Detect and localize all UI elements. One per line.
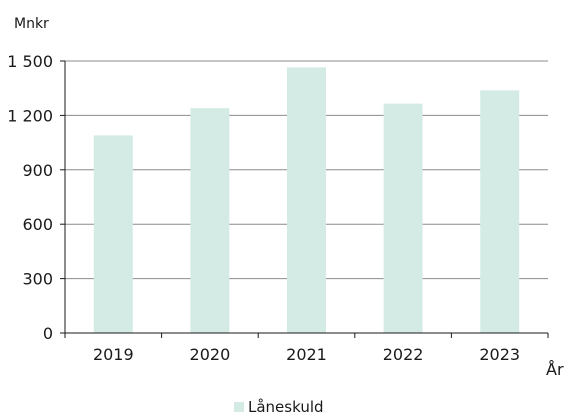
x-tick-label-2021: 2021 xyxy=(286,345,327,364)
bar-2021 xyxy=(287,67,326,333)
legend: Låneskuld xyxy=(234,398,324,415)
y-tick-label-1500: 1 500 xyxy=(7,52,53,71)
legend-label: Låneskuld xyxy=(248,398,324,415)
bar-2020 xyxy=(190,108,230,333)
legend-swatch xyxy=(234,402,244,412)
x-axis-label: År xyxy=(546,360,564,379)
x-tick-label-2020: 2020 xyxy=(190,345,231,364)
bar-2022 xyxy=(383,103,423,333)
y-tick-label-600: 600 xyxy=(22,215,53,234)
bars xyxy=(93,67,520,333)
x-tick-label-2022: 2022 xyxy=(383,345,424,364)
y-tick-label-900: 900 xyxy=(22,161,53,180)
bar-2019 xyxy=(93,135,133,333)
y-axis-unit-label: Mnkr xyxy=(14,16,49,32)
y-tick-label-300: 300 xyxy=(22,270,53,289)
y-tick-label-0: 0 xyxy=(43,324,53,343)
x-tick-label-2023: 2023 xyxy=(479,345,520,364)
bar-2023 xyxy=(480,90,520,333)
x-tick-label-2019: 2019 xyxy=(93,345,134,364)
axes xyxy=(60,60,549,338)
y-tick-label-1200: 1 200 xyxy=(7,106,53,125)
x-tick-labels: 2019 2020 2021 2022 2023 xyxy=(93,345,520,364)
y-tick-labels: 0 300 600 900 1 200 1 500 xyxy=(7,52,53,343)
